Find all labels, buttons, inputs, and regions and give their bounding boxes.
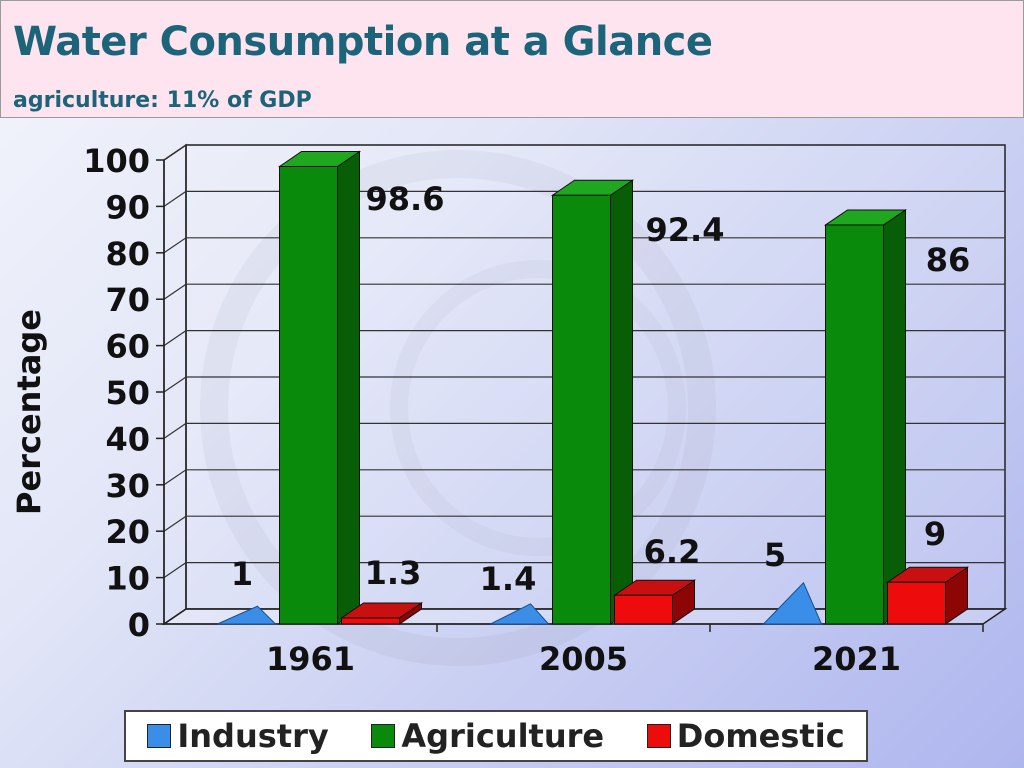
bar-industry-1961 bbox=[217, 605, 277, 625]
gridline bbox=[163, 561, 1005, 579]
gridline bbox=[163, 422, 1005, 439]
x-tick-label: 2005 bbox=[539, 640, 628, 678]
y-tick-label: 100 bbox=[83, 142, 150, 180]
data-label-domestic: 9 bbox=[924, 515, 946, 553]
bar-chart: 0 10 20 30 40 50 60 70 80 90 100 Percentage 1961 2005… bbox=[10, 142, 1008, 678]
gridline bbox=[163, 283, 1005, 300]
bar-side-agriculture-2005 bbox=[610, 179, 633, 625]
bar-industry-2005 bbox=[490, 603, 550, 625]
title-banner: Water Consumption at a Glance agricultur… bbox=[0, 0, 1024, 118]
y-tick-label: 20 bbox=[105, 513, 150, 551]
gridline bbox=[163, 330, 1005, 347]
data-label-domestic: 6.2 bbox=[644, 533, 701, 571]
data-label-industry: 1 bbox=[231, 555, 253, 593]
y-tick-label: 70 bbox=[105, 281, 150, 319]
x-tick-label: 2021 bbox=[812, 640, 901, 678]
bar-side-agriculture-1961 bbox=[337, 150, 360, 625]
gridline bbox=[163, 469, 1005, 486]
bar-domestic-2021 bbox=[887, 581, 946, 625]
data-label-agriculture: 98.6 bbox=[366, 180, 445, 218]
legend-label: Agriculture bbox=[401, 717, 605, 755]
page-subtitle: agriculture: 11% of GDP bbox=[13, 88, 312, 113]
page-title: Water Consumption at a Glance bbox=[13, 19, 713, 65]
legend-item-agriculture: Agriculture bbox=[371, 717, 604, 755]
y-tick-label: 60 bbox=[105, 328, 150, 366]
y-tick-label: 40 bbox=[105, 420, 150, 458]
gridline bbox=[163, 144, 1005, 161]
data-label-industry: 5 bbox=[764, 536, 786, 574]
y-tick-label: 30 bbox=[105, 467, 150, 505]
data-label-agriculture: 86 bbox=[926, 241, 971, 279]
y-tick-label: 0 bbox=[128, 606, 150, 644]
legend-item-domestic: Domestic bbox=[646, 717, 845, 755]
data-label-industry: 1.4 bbox=[480, 560, 537, 598]
gridline bbox=[163, 515, 1005, 532]
chart-legend: Industry Agriculture Domestic bbox=[124, 710, 868, 762]
y-tick-label: 90 bbox=[105, 188, 150, 226]
legend-swatch-agriculture bbox=[371, 724, 396, 748]
gridline bbox=[163, 190, 1005, 207]
x-tick-label: 1961 bbox=[266, 640, 355, 678]
legend-label: Domestic bbox=[676, 717, 845, 755]
legend-item-industry: Industry bbox=[147, 717, 329, 755]
gridline bbox=[163, 376, 1005, 393]
y-tick-label: 10 bbox=[105, 560, 150, 598]
bar-agriculture-2021 bbox=[825, 224, 884, 625]
data-label-agriculture: 92.4 bbox=[646, 211, 725, 249]
y-tick-label: 80 bbox=[105, 235, 150, 273]
bar-industry-2021 bbox=[762, 581, 823, 625]
bar-agriculture-2005 bbox=[552, 194, 611, 625]
bar-agriculture-1961 bbox=[279, 165, 338, 625]
legend-label: Industry bbox=[177, 717, 329, 755]
bar-domestic-2005 bbox=[614, 594, 673, 625]
data-label-domestic: 1.3 bbox=[365, 554, 422, 592]
gridline bbox=[163, 237, 1005, 254]
y-axis-label: Percentage bbox=[10, 309, 48, 515]
legend-swatch-industry bbox=[147, 724, 172, 748]
bar-side-agriculture-2021 bbox=[883, 209, 906, 625]
legend-swatch-domestic bbox=[646, 724, 671, 748]
y-tick-label: 50 bbox=[105, 374, 150, 412]
bar-domestic-1961 bbox=[341, 617, 400, 625]
